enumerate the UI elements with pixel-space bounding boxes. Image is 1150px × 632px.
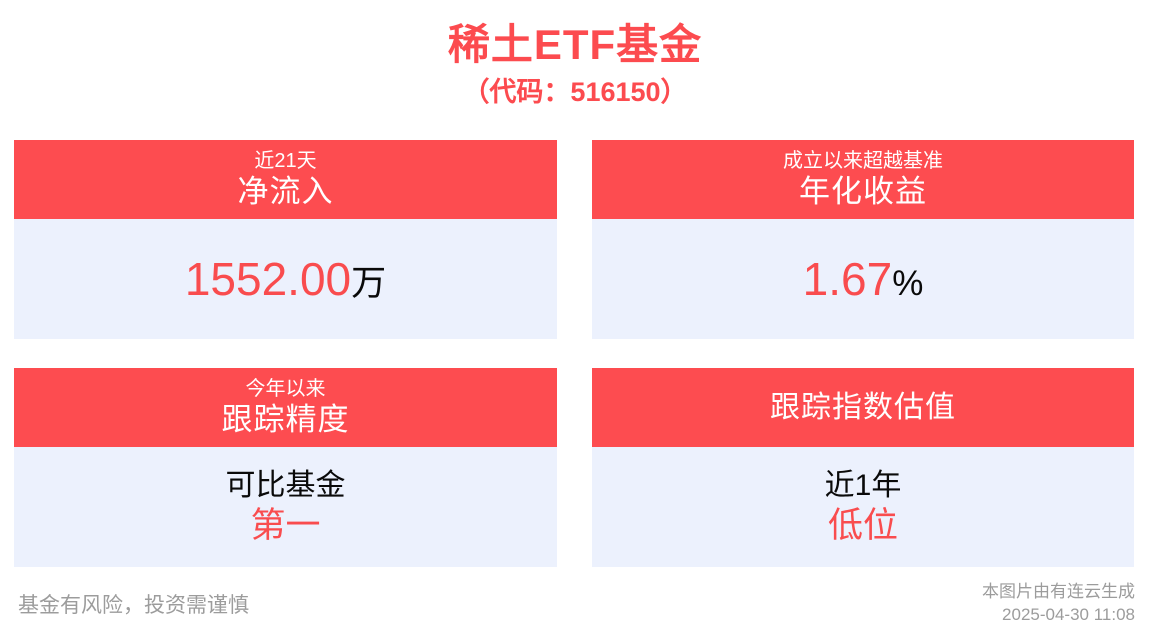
page-title: 稀土ETF基金 <box>447 21 703 68</box>
card-net-inflow-period-label: 近21天 <box>254 149 317 172</box>
tracking-accuracy-context: 可比基金 <box>225 469 346 503</box>
index-valuation-value-block: 近1年 低位 <box>825 467 902 547</box>
fund-code-subtitle: （代码：516150） <box>462 77 688 108</box>
annualized-return-unit: % <box>892 264 924 303</box>
card-tracking-accuracy-title: 跟踪精度 <box>221 401 350 437</box>
card-net-inflow-header: 近21天 净流入 <box>14 140 557 219</box>
net-inflow-unit: 万 <box>351 264 387 303</box>
card-tracking-accuracy-body: 可比基金 第一 <box>14 447 557 567</box>
card-annualized-return-header: 成立以来超越基准 年化收益 <box>592 140 1134 219</box>
card-index-valuation: 跟踪指数估值 近1年 低位 <box>592 368 1134 567</box>
index-valuation-period: 近1年 <box>824 469 902 503</box>
footer: 基金有风险，投资需谨慎 本图片由有连云生成 2025-04-30 11:08 <box>0 567 1150 632</box>
title-block: 稀土ETF基金 （代码：516150） <box>0 0 1150 109</box>
card-tracking-accuracy-period-label: 今年以来 <box>245 377 326 400</box>
card-net-inflow: 近21天 净流入 1552.00 万 <box>14 140 557 339</box>
card-index-valuation-header: 跟踪指数估值 <box>592 368 1134 447</box>
annualized-return-value-line: 1.67 % <box>803 256 924 302</box>
tracking-accuracy-value-block: 可比基金 第一 <box>226 467 346 547</box>
card-annualized-return-title: 年化收益 <box>799 173 927 209</box>
tracking-accuracy-rank: 第一 <box>250 505 321 545</box>
metric-cards-grid: 近21天 净流入 1552.00 万 成立以来超越基准 年化收益 1.67 % … <box>14 140 1134 567</box>
card-net-inflow-body: 1552.00 万 <box>14 219 557 339</box>
generation-timestamp: 2025-04-30 11:08 <box>1002 604 1135 624</box>
annualized-return-value: 1.67 <box>802 253 893 305</box>
generation-credit: 本图片由有连云生成 2025-04-30 11:08 <box>982 581 1135 625</box>
generation-source: 本图片由有连云生成 <box>982 582 1135 602</box>
card-annualized-return-period-label: 成立以来超越基准 <box>783 149 943 172</box>
index-valuation-level: 低位 <box>827 505 898 545</box>
card-tracking-accuracy: 今年以来 跟踪精度 可比基金 第一 <box>14 368 557 567</box>
card-annualized-return: 成立以来超越基准 年化收益 1.67 % <box>592 140 1134 339</box>
card-tracking-accuracy-header: 今年以来 跟踪精度 <box>14 368 557 447</box>
card-index-valuation-body: 近1年 低位 <box>592 447 1134 567</box>
net-inflow-value: 1552.00 <box>184 253 352 305</box>
card-index-valuation-title: 跟踪指数估值 <box>770 390 956 424</box>
net-inflow-value-line: 1552.00 万 <box>185 256 386 302</box>
card-net-inflow-title: 净流入 <box>237 173 334 209</box>
card-annualized-return-body: 1.67 % <box>592 219 1134 339</box>
risk-disclaimer: 基金有风险，投资需谨慎 <box>18 593 249 617</box>
